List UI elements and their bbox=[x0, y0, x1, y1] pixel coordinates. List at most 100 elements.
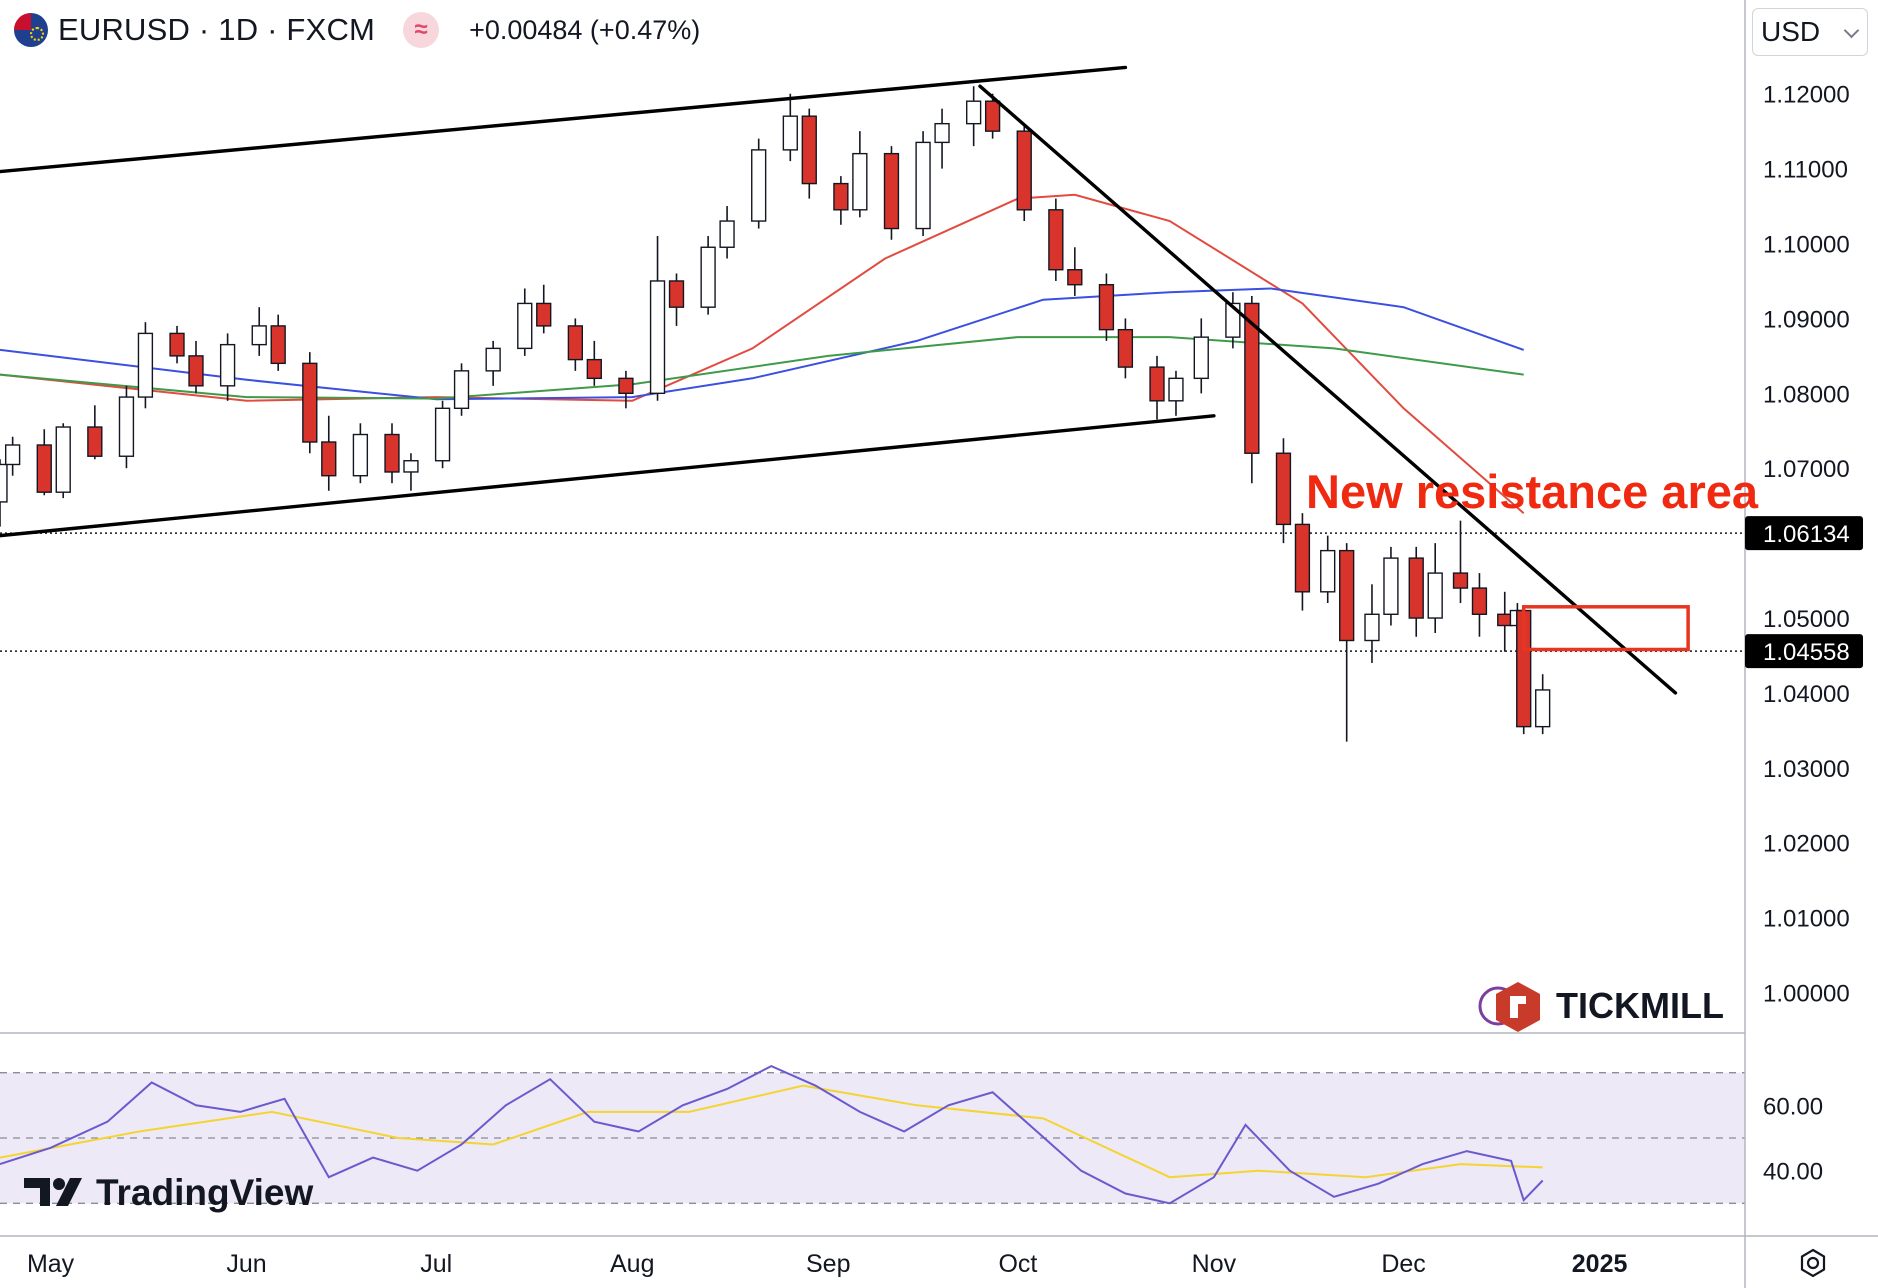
candle bbox=[700, 236, 716, 315]
candle bbox=[934, 108, 950, 169]
trendline-channel-bottom[interactable] bbox=[0, 414, 1216, 538]
candle-body bbox=[1048, 209, 1064, 271]
y-tick-label: 1.02000 bbox=[1763, 831, 1850, 858]
candle bbox=[1193, 318, 1209, 394]
candle-body bbox=[833, 182, 849, 211]
candle-body bbox=[934, 122, 950, 144]
settings-gear-icon[interactable] bbox=[1798, 1248, 1828, 1278]
candle bbox=[1535, 674, 1551, 735]
y-tick-label: 1.07000 bbox=[1763, 456, 1850, 483]
candle bbox=[618, 370, 634, 409]
trendline-channel-top[interactable] bbox=[0, 65, 1128, 174]
candle bbox=[1427, 543, 1443, 634]
x-tick-label: Oct bbox=[998, 1250, 1037, 1278]
candle-body bbox=[118, 396, 135, 457]
candle bbox=[1408, 546, 1424, 637]
candle-body bbox=[966, 100, 982, 125]
candle bbox=[118, 385, 135, 469]
rsi-signal-line bbox=[0, 1084, 1543, 1179]
indicator-icon[interactable]: ≈ bbox=[403, 12, 440, 48]
candle bbox=[1048, 198, 1064, 281]
candle bbox=[1244, 295, 1260, 484]
candle-body bbox=[984, 100, 1001, 132]
y-tick-label: 1.04000 bbox=[1763, 681, 1850, 708]
candle bbox=[137, 322, 154, 409]
candle bbox=[1294, 513, 1311, 611]
currency-select[interactable]: USD bbox=[1752, 8, 1868, 56]
candle-body bbox=[169, 332, 185, 357]
candle bbox=[586, 340, 602, 386]
candle-body bbox=[1383, 557, 1399, 615]
tradingview-wordmark: TradingView bbox=[96, 1172, 313, 1213]
tickmill-logo-glyph bbox=[1510, 996, 1526, 1018]
y-tick-label: 1.00000 bbox=[1763, 981, 1850, 1008]
candle-body bbox=[1471, 587, 1488, 615]
candle bbox=[883, 146, 900, 240]
currency-label: USD bbox=[1761, 16, 1821, 47]
y-tick-label: 1.03000 bbox=[1763, 756, 1850, 783]
price-label-text: 1.04558 bbox=[1763, 639, 1850, 666]
candle bbox=[1098, 273, 1115, 341]
rsi-line bbox=[0, 1064, 1544, 1205]
x-tick-label: Nov bbox=[1192, 1250, 1237, 1278]
y-tick-label: 1.01000 bbox=[1763, 906, 1850, 933]
candle-body bbox=[55, 426, 71, 493]
candle bbox=[1452, 520, 1469, 604]
rsi-tick-label: 60.00 bbox=[1763, 1093, 1823, 1120]
candle-body bbox=[1535, 689, 1551, 728]
price-label-text: 1.06134 bbox=[1763, 521, 1850, 548]
candle bbox=[1117, 318, 1134, 379]
candle bbox=[1275, 438, 1292, 544]
candle bbox=[55, 423, 71, 499]
candle-body bbox=[649, 280, 666, 395]
candle-body bbox=[1168, 377, 1184, 402]
candle-body bbox=[0, 463, 8, 503]
candle bbox=[219, 333, 236, 401]
candle-body bbox=[883, 152, 900, 230]
candle-body bbox=[352, 433, 369, 477]
candle bbox=[321, 415, 337, 491]
candle-body bbox=[1117, 328, 1134, 368]
candle bbox=[1067, 247, 1083, 296]
candle bbox=[1168, 370, 1184, 416]
candle-body bbox=[188, 355, 204, 387]
candle bbox=[1364, 584, 1380, 663]
candle-body bbox=[1427, 572, 1443, 619]
y-tick-label: 1.05000 bbox=[1763, 606, 1850, 633]
candle-body bbox=[1408, 557, 1424, 619]
candle bbox=[1497, 591, 1513, 652]
trendline-downtrend[interactable] bbox=[978, 84, 1678, 695]
candle-body bbox=[1067, 269, 1083, 286]
candle-body bbox=[801, 115, 817, 185]
candle-body bbox=[1497, 613, 1513, 627]
candle-body bbox=[719, 220, 735, 248]
candle bbox=[188, 340, 204, 394]
symbol-title[interactable]: EURUSD · 1D · FXCM bbox=[58, 12, 376, 47]
tradingview-logo-dot bbox=[53, 1178, 65, 1190]
candle-body bbox=[1193, 336, 1209, 380]
candle-body bbox=[1452, 572, 1469, 589]
price-change: +0.00484 (+0.47%) bbox=[469, 14, 701, 45]
candle-body bbox=[1320, 549, 1336, 593]
candle-body bbox=[700, 246, 716, 308]
candle bbox=[719, 206, 735, 259]
y-tick-label: 1.11000 bbox=[1763, 157, 1848, 184]
candle bbox=[852, 131, 868, 218]
x-tick-label: May bbox=[27, 1250, 75, 1278]
candle-body bbox=[1149, 366, 1165, 402]
candle-body bbox=[852, 152, 868, 211]
candle-body bbox=[384, 433, 400, 473]
candle-body bbox=[1098, 284, 1115, 331]
candle bbox=[403, 453, 419, 491]
candle-body bbox=[536, 302, 552, 327]
price-label-box bbox=[1745, 634, 1863, 669]
x-tick-label: Jun bbox=[226, 1250, 266, 1278]
candle bbox=[984, 93, 1001, 139]
resistance-box[interactable] bbox=[1521, 605, 1690, 652]
candle-body bbox=[4, 444, 21, 466]
candle bbox=[751, 138, 767, 229]
candle-body bbox=[1244, 302, 1260, 454]
candle-body bbox=[618, 377, 634, 395]
candle-body bbox=[453, 370, 470, 410]
